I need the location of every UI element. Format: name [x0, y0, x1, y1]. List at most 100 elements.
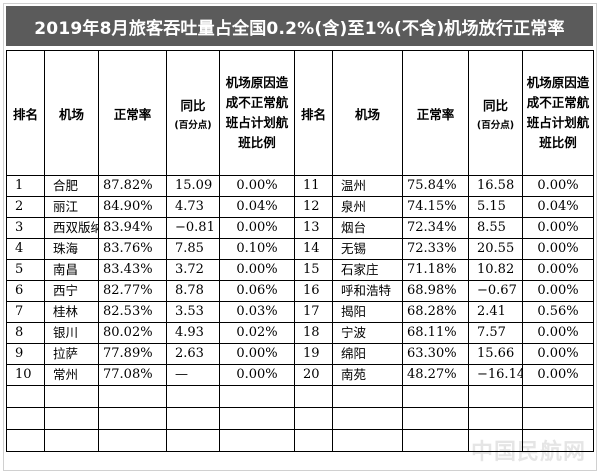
cell-yoy: 2.63	[166, 343, 220, 365]
cell-ratio: 0.00%	[522, 280, 594, 302]
cell-airport: 温州	[332, 175, 403, 197]
empty-row	[6, 407, 594, 430]
cell-airport: 烟台	[332, 217, 403, 239]
cell-rate: 68.98%	[402, 280, 469, 302]
cell-yoy: 4.73	[166, 196, 220, 218]
cell-airport: 常州	[44, 364, 99, 386]
cell-rate: 72.34%	[402, 217, 469, 239]
cell-yoy: 8.78	[166, 280, 220, 302]
cell-rank: 3	[6, 217, 45, 239]
page-title: 2019年8月旅客吞吐量占全国0.2%(含)至1%(不含)机场放行正常率	[6, 6, 593, 46]
cell-airport: 无锡	[332, 238, 403, 260]
cell-ratio: 0.00%	[522, 217, 594, 239]
cell-rate: 87.82%	[98, 175, 167, 197]
cell-rate: 83.94%	[98, 217, 167, 239]
cell-airport: 银川	[44, 322, 99, 344]
cell-rank: 16	[294, 280, 333, 302]
cell-rate: 48.27%	[402, 364, 469, 386]
table-body: 1 合肥 87.82% 15.09 0.00% 11 温州 75.84% 16.58 0.00% 2…	[6, 175, 594, 452]
cell-rate: 82.77%	[98, 280, 167, 302]
cell-airport: 揭阳	[332, 301, 403, 323]
empty-cell	[166, 407, 220, 430]
cell-rank: 8	[6, 322, 45, 344]
cell-rank: 14	[294, 238, 333, 260]
cell-ratio: 0.00%	[219, 175, 295, 197]
cell-rate: 75.84%	[402, 175, 469, 197]
cell-rank: 13	[294, 217, 333, 239]
cell-rate: 77.08%	[98, 364, 167, 386]
cell-yoy: 4.93	[166, 322, 220, 344]
cell-rate: 84.90%	[98, 196, 167, 218]
cell-ratio: 0.00%	[522, 238, 594, 260]
cell-rank: 12	[294, 196, 333, 218]
table-row: 3 西双版纳 83.94% −0.81 0.00% 13 烟台 72.34% 8.55 0.00%	[6, 217, 594, 239]
cell-yoy: −0.81	[166, 217, 220, 239]
watermark: 中国民航网	[470, 440, 586, 465]
cell-ratio: 0.03%	[219, 301, 295, 323]
cell-rank: 5	[6, 259, 45, 281]
cell-rate: 77.89%	[98, 343, 167, 365]
cell-yoy: —	[166, 364, 220, 386]
cell-ratio: 0.00%	[522, 322, 594, 344]
table-row: 2 丽江 84.90% 4.73 0.04% 12 泉州 74.15% 5.15 0.04%	[6, 196, 594, 218]
empty-cell	[6, 429, 45, 452]
empty-cell	[468, 385, 523, 408]
airport-punctuality-table: 排名 机场 正常率 同比 (百分点) 机场原因造成不正常航班占计划航班比例 排名 …	[6, 50, 594, 452]
cell-rank: 19	[294, 343, 333, 365]
cell-rank: 2	[6, 196, 45, 218]
cell-rate: 71.18%	[402, 259, 469, 281]
cell-ratio: 0.00%	[219, 364, 295, 386]
cell-rank: 7	[6, 301, 45, 323]
empty-cell	[98, 385, 167, 408]
cell-rank: 18	[294, 322, 333, 344]
header-ratio-2: 机场原因造成不正常航班占计划航班比例	[522, 50, 594, 176]
header-rank-2: 排名	[294, 50, 333, 176]
cell-yoy: −0.67	[468, 280, 523, 302]
empty-cell	[219, 429, 295, 452]
empty-row	[6, 385, 594, 408]
empty-row	[6, 429, 594, 452]
cell-rate: 72.33%	[402, 238, 469, 260]
table-row: 6 西宁 82.77% 8.78 0.06% 16 呼和浩特 68.98% −0.67 0.00%	[6, 280, 594, 302]
cell-ratio: 0.00%	[219, 343, 295, 365]
cell-airport: 石家庄	[332, 259, 403, 281]
table-row: 4 珠海 83.76% 7.85 0.10% 14 无锡 72.33% 20.55 0.00%	[6, 238, 594, 260]
cell-rate: 82.53%	[98, 301, 167, 323]
empty-cell	[294, 429, 333, 452]
cell-ratio: 0.56%	[522, 301, 594, 323]
empty-cell	[468, 407, 523, 430]
cell-airport: 南昌	[44, 259, 99, 281]
cell-rank: 1	[6, 175, 45, 197]
cell-ratio: 0.00%	[219, 217, 295, 239]
empty-cell	[294, 407, 333, 430]
empty-cell	[522, 429, 594, 452]
cell-airport: 泉州	[332, 196, 403, 218]
header-ratio: 机场原因造成不正常航班占计划航班比例	[219, 50, 295, 176]
cell-rank: 15	[294, 259, 333, 281]
cell-airport: 拉萨	[44, 343, 99, 365]
empty-cell	[402, 407, 469, 430]
table-row: 9 拉萨 77.89% 2.63 0.00% 19 绵阳 63.30% 15.66 0.00%	[6, 343, 594, 365]
cell-rate: 63.30%	[402, 343, 469, 365]
empty-cell	[294, 385, 333, 408]
table-row: 7 桂林 82.53% 3.53 0.03% 17 揭阳 68.28% 2.41 0.56%	[6, 301, 594, 323]
header-yoy-label-2: 同比	[482, 98, 508, 113]
cell-rate: 83.76%	[98, 238, 167, 260]
header-rank: 排名	[6, 50, 45, 176]
empty-cell	[522, 407, 594, 430]
cell-yoy: 3.53	[166, 301, 220, 323]
header-rate: 正常率	[98, 50, 167, 176]
empty-cell	[44, 407, 99, 430]
cell-airport: 西宁	[44, 280, 99, 302]
header-airport: 机场	[44, 50, 99, 176]
table-row: 1 合肥 87.82% 15.09 0.00% 11 温州 75.84% 16.58 0.00%	[6, 175, 594, 197]
cell-rank: 4	[6, 238, 45, 260]
cell-ratio: 0.04%	[522, 196, 594, 218]
cell-ratio: 0.04%	[219, 196, 295, 218]
empty-cell	[44, 385, 99, 408]
cell-rank: 9	[6, 343, 45, 365]
cell-rate: 68.28%	[402, 301, 469, 323]
cell-ratio: 0.00%	[522, 343, 594, 365]
cell-airport: 丽江	[44, 196, 99, 218]
cell-rate: 68.11%	[402, 322, 469, 344]
